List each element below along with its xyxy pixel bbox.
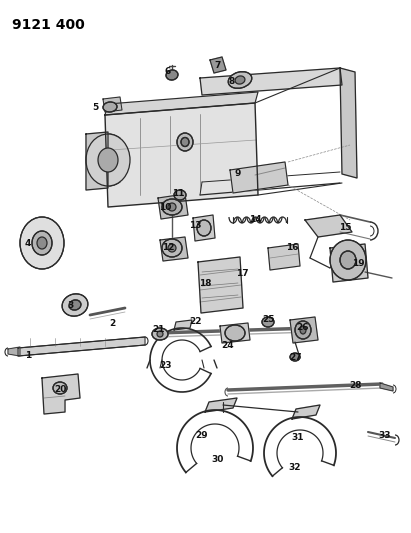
Polygon shape xyxy=(8,347,20,356)
Polygon shape xyxy=(200,68,342,95)
Ellipse shape xyxy=(162,199,182,215)
Polygon shape xyxy=(340,68,357,178)
Polygon shape xyxy=(86,132,108,190)
Text: 20: 20 xyxy=(54,385,66,394)
Polygon shape xyxy=(42,374,80,414)
Text: 24: 24 xyxy=(222,341,234,350)
Text: 25: 25 xyxy=(262,316,274,325)
Text: 31: 31 xyxy=(292,432,304,441)
Polygon shape xyxy=(305,215,352,237)
Ellipse shape xyxy=(181,138,189,147)
Ellipse shape xyxy=(69,300,81,310)
Text: 14: 14 xyxy=(249,215,261,224)
Text: 29: 29 xyxy=(196,431,208,440)
Ellipse shape xyxy=(330,240,366,280)
Polygon shape xyxy=(103,97,122,112)
Text: 17: 17 xyxy=(236,269,248,278)
Text: 3: 3 xyxy=(67,301,73,310)
Ellipse shape xyxy=(290,353,300,361)
Text: 9121 400: 9121 400 xyxy=(12,18,85,32)
Text: 6: 6 xyxy=(165,68,171,77)
Polygon shape xyxy=(330,244,368,282)
Text: 9: 9 xyxy=(235,168,241,177)
Text: 4: 4 xyxy=(25,238,31,247)
Polygon shape xyxy=(105,92,258,115)
Ellipse shape xyxy=(235,76,245,84)
Polygon shape xyxy=(158,194,188,219)
Ellipse shape xyxy=(300,326,306,334)
Ellipse shape xyxy=(103,102,117,112)
Ellipse shape xyxy=(228,71,252,88)
Text: 5: 5 xyxy=(92,102,98,111)
Text: 10: 10 xyxy=(159,204,171,213)
Polygon shape xyxy=(193,215,215,241)
Text: 30: 30 xyxy=(212,456,224,464)
Ellipse shape xyxy=(174,190,186,200)
Ellipse shape xyxy=(177,133,193,151)
Polygon shape xyxy=(198,257,243,313)
Ellipse shape xyxy=(37,237,47,249)
Ellipse shape xyxy=(62,294,88,316)
Polygon shape xyxy=(105,103,258,207)
Ellipse shape xyxy=(86,134,130,186)
Ellipse shape xyxy=(166,70,178,80)
Ellipse shape xyxy=(197,220,211,236)
Ellipse shape xyxy=(20,217,64,269)
Text: 32: 32 xyxy=(289,464,301,472)
Ellipse shape xyxy=(168,244,176,252)
Ellipse shape xyxy=(32,231,52,255)
Text: 28: 28 xyxy=(349,381,361,390)
Ellipse shape xyxy=(157,331,163,337)
Text: 2: 2 xyxy=(109,319,115,327)
Text: 23: 23 xyxy=(159,360,171,369)
Polygon shape xyxy=(290,317,318,343)
Polygon shape xyxy=(174,320,192,330)
Ellipse shape xyxy=(53,382,67,394)
Text: 33: 33 xyxy=(379,431,391,440)
Ellipse shape xyxy=(262,317,274,327)
Polygon shape xyxy=(210,57,226,73)
Ellipse shape xyxy=(152,328,168,340)
Text: 16: 16 xyxy=(286,244,298,253)
Polygon shape xyxy=(220,323,250,343)
Text: 18: 18 xyxy=(199,279,211,287)
Text: 7: 7 xyxy=(215,61,221,69)
Polygon shape xyxy=(160,237,188,261)
Text: 21: 21 xyxy=(152,326,164,335)
Ellipse shape xyxy=(295,321,311,339)
Text: 27: 27 xyxy=(290,353,302,362)
Text: 8: 8 xyxy=(229,77,235,86)
Ellipse shape xyxy=(98,148,118,172)
Polygon shape xyxy=(230,162,288,193)
Text: 11: 11 xyxy=(172,189,184,198)
Text: 1: 1 xyxy=(25,351,31,359)
Text: 15: 15 xyxy=(339,223,351,232)
Polygon shape xyxy=(268,244,300,270)
Ellipse shape xyxy=(168,203,176,211)
Ellipse shape xyxy=(162,239,182,257)
Text: 26: 26 xyxy=(296,324,308,333)
Ellipse shape xyxy=(225,325,245,341)
Polygon shape xyxy=(18,337,145,356)
Polygon shape xyxy=(205,398,237,412)
Text: 19: 19 xyxy=(352,259,364,268)
Polygon shape xyxy=(380,383,393,391)
Text: 12: 12 xyxy=(162,244,174,253)
Polygon shape xyxy=(292,405,320,419)
Text: 13: 13 xyxy=(189,221,201,230)
Ellipse shape xyxy=(340,251,356,269)
Text: 22: 22 xyxy=(189,318,201,327)
